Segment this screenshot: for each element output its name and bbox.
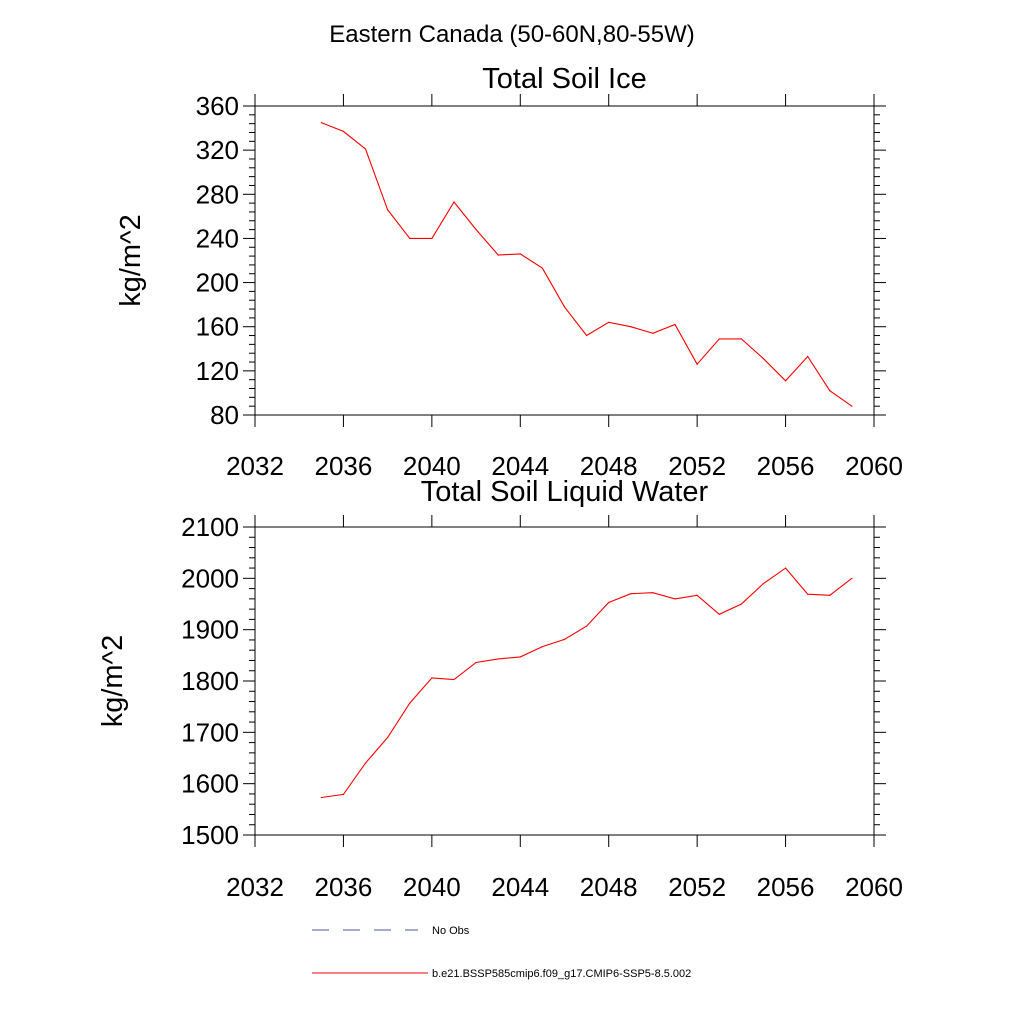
y-tick-label: 320 <box>196 135 239 165</box>
x-tick-label: 2056 <box>757 451 815 481</box>
data-point <box>851 577 853 579</box>
y-tick-label: 360 <box>196 91 239 121</box>
data-point <box>608 321 610 323</box>
x-tick-label: 2040 <box>403 451 461 481</box>
x-tick-label: 2052 <box>668 451 726 481</box>
data-point <box>519 253 521 255</box>
data-point <box>807 593 809 595</box>
data-point <box>364 762 367 764</box>
y-tick-label: 2000 <box>181 563 239 593</box>
data-point <box>519 656 521 658</box>
x-tick-label: 2056 <box>757 872 815 902</box>
data-point <box>630 326 632 328</box>
y-tick-label: 1700 <box>181 717 239 747</box>
panel-total-soil-liquid-water: Total Soil Liquid Water kg/m^2 1500 1600 170… <box>97 476 903 902</box>
data-point <box>740 603 742 605</box>
data-point <box>475 661 477 664</box>
data-point <box>674 598 676 600</box>
data-point <box>563 638 566 641</box>
data-point <box>851 405 853 407</box>
data-point <box>453 678 455 681</box>
data-point <box>696 594 698 596</box>
chart-title: Total Soil Ice <box>482 63 646 95</box>
x-tick-label: 2044 <box>491 451 549 481</box>
data-point <box>829 594 831 596</box>
data-point <box>409 702 411 704</box>
x-tick-label: 2040 <box>403 872 461 902</box>
data-point <box>586 625 588 627</box>
y-tick-label: 160 <box>196 312 239 342</box>
legend: No Obs b.e21.BSSP585cmip6.f09_g17.CMIP6-… <box>312 925 691 980</box>
y-tick-label: 80 <box>210 400 239 430</box>
legend-label-model: b.e21.BSSP585cmip6.f09_g17.CMIP6-SSP5-8.… <box>432 968 691 980</box>
x-tick-label: 2036 <box>315 451 373 481</box>
figure-suptitle: Eastern Canada (50-60N,80-55W) <box>329 21 695 48</box>
x-tick-label: 2060 <box>845 872 903 902</box>
data-point <box>586 334 588 337</box>
data-point <box>563 306 566 308</box>
y-tick-label: 280 <box>196 179 239 209</box>
data-point <box>630 593 632 595</box>
y-tick-label: 120 <box>196 356 239 386</box>
y-tick-label: 1900 <box>181 615 239 645</box>
plot-frame <box>254 105 875 416</box>
data-point <box>784 567 787 569</box>
panel-total-soil-ice: Total Soil Ice kg/m^2 80 120 160 200 240 280 320… <box>115 63 903 481</box>
x-tick-label: 2032 <box>226 872 284 902</box>
x-tick-label: 2048 <box>580 872 638 902</box>
y-axis-label: kg/m^2 <box>97 635 129 728</box>
x-tick-label: 2060 <box>845 451 903 481</box>
x-tick-label: 2044 <box>491 872 549 902</box>
chart-title: Total Soil Liquid Water <box>421 476 709 508</box>
data-point <box>387 736 389 739</box>
data-point <box>541 267 543 269</box>
data-point <box>652 332 654 334</box>
y-tick-label: 200 <box>196 268 239 298</box>
data-point <box>497 658 499 660</box>
series-line <box>321 122 853 407</box>
y-tick-label: 1500 <box>181 820 239 850</box>
y-tick-label: 2100 <box>181 512 239 542</box>
data-point <box>320 796 322 799</box>
data-point <box>453 201 455 203</box>
x-tick-label: 2036 <box>315 872 373 902</box>
data-point <box>674 323 676 326</box>
series-line <box>321 567 853 799</box>
x-tick-label: 2052 <box>668 872 726 902</box>
x-tick-label: 2032 <box>226 451 284 481</box>
data-point <box>807 355 809 358</box>
data-point <box>718 613 720 615</box>
data-point <box>364 148 367 150</box>
data-point <box>829 390 831 392</box>
data-point <box>342 793 345 796</box>
x-tick-label: 2048 <box>580 451 638 481</box>
data-point <box>409 237 411 240</box>
data-point <box>431 677 433 679</box>
data-point <box>718 338 720 340</box>
data-point <box>784 380 787 382</box>
data-point <box>762 358 765 360</box>
y-tick-label: 1600 <box>181 769 239 799</box>
data-point <box>541 646 543 648</box>
legend-label-no-obs: No Obs <box>432 925 470 937</box>
data-point <box>387 209 389 211</box>
data-point <box>497 254 499 256</box>
data-point <box>342 130 345 132</box>
y-axis-label: kg/m^2 <box>115 214 147 307</box>
y-tick-label: 240 <box>196 223 239 253</box>
data-point <box>475 229 477 231</box>
data-point <box>320 121 322 124</box>
data-point <box>740 338 742 340</box>
data-point <box>431 237 433 240</box>
data-point <box>652 592 654 594</box>
data-point <box>696 363 698 365</box>
data-point <box>762 582 765 585</box>
data-point <box>608 601 610 604</box>
y-tick-label: 1800 <box>181 666 239 696</box>
